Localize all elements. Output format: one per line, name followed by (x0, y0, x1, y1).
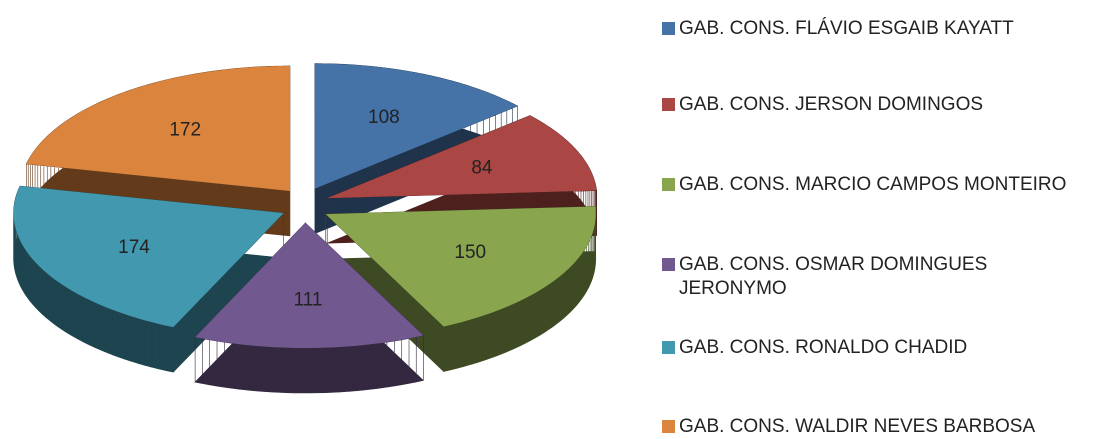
legend-swatch (662, 22, 675, 35)
legend-item: GAB. CONS. FLÁVIO ESGAIB KAYATT (662, 17, 1082, 41)
data-label: 174 (118, 237, 150, 258)
legend-swatch (662, 178, 675, 191)
legend-label: GAB. CONS. MARCIO CAMPOS MONTEIRO (679, 174, 1067, 195)
legend-item: GAB. CONS. MARCIO CAMPOS MONTEIRO (662, 173, 1082, 197)
slice-group: 150 (325, 206, 597, 373)
slice (327, 115, 597, 199)
slice (195, 222, 424, 348)
data-label: 108 (368, 107, 400, 128)
legend-item: GAB. CONS. RONALDO CHADID (662, 336, 1082, 360)
legend-label: GAB. CONS. RONALDO CHADID (679, 337, 968, 358)
legend-swatch (662, 258, 675, 271)
legend-swatch (662, 98, 675, 111)
legend-label: GAB. CONS. WALDIR NEVES BARBOSA (679, 416, 1036, 437)
slice (314, 63, 518, 189)
data-label: 172 (169, 120, 201, 141)
data-label: 84 (471, 158, 493, 179)
legend-item: GAB. CONS. OSMAR DOMINGUES JERONYMO (662, 253, 1082, 301)
data-label: 150 (454, 242, 486, 263)
slice-group: 111 (194, 222, 424, 394)
legend-swatch (662, 420, 675, 433)
legend-swatch (662, 341, 675, 354)
legend-item: GAB. CONS. WALDIR NEVES BARBOSA (662, 415, 1082, 439)
slice (325, 206, 596, 327)
legend-label: GAB. CONS. OSMAR DOMINGUES JERONYMO (679, 254, 988, 299)
slice (13, 186, 284, 328)
slice-side (194, 222, 424, 394)
chart: 108 172 84 174 150 111 (13, 63, 597, 394)
slice (26, 65, 290, 191)
legend-item: GAB. CONS. JERSON DOMINGOS (662, 93, 1082, 117)
data-label: 111 (294, 290, 323, 311)
legend-label: GAB. CONS. JERSON DOMINGOS (679, 94, 984, 115)
legend-label: GAB. CONS. FLÁVIO ESGAIB KAYATT (679, 18, 1014, 39)
